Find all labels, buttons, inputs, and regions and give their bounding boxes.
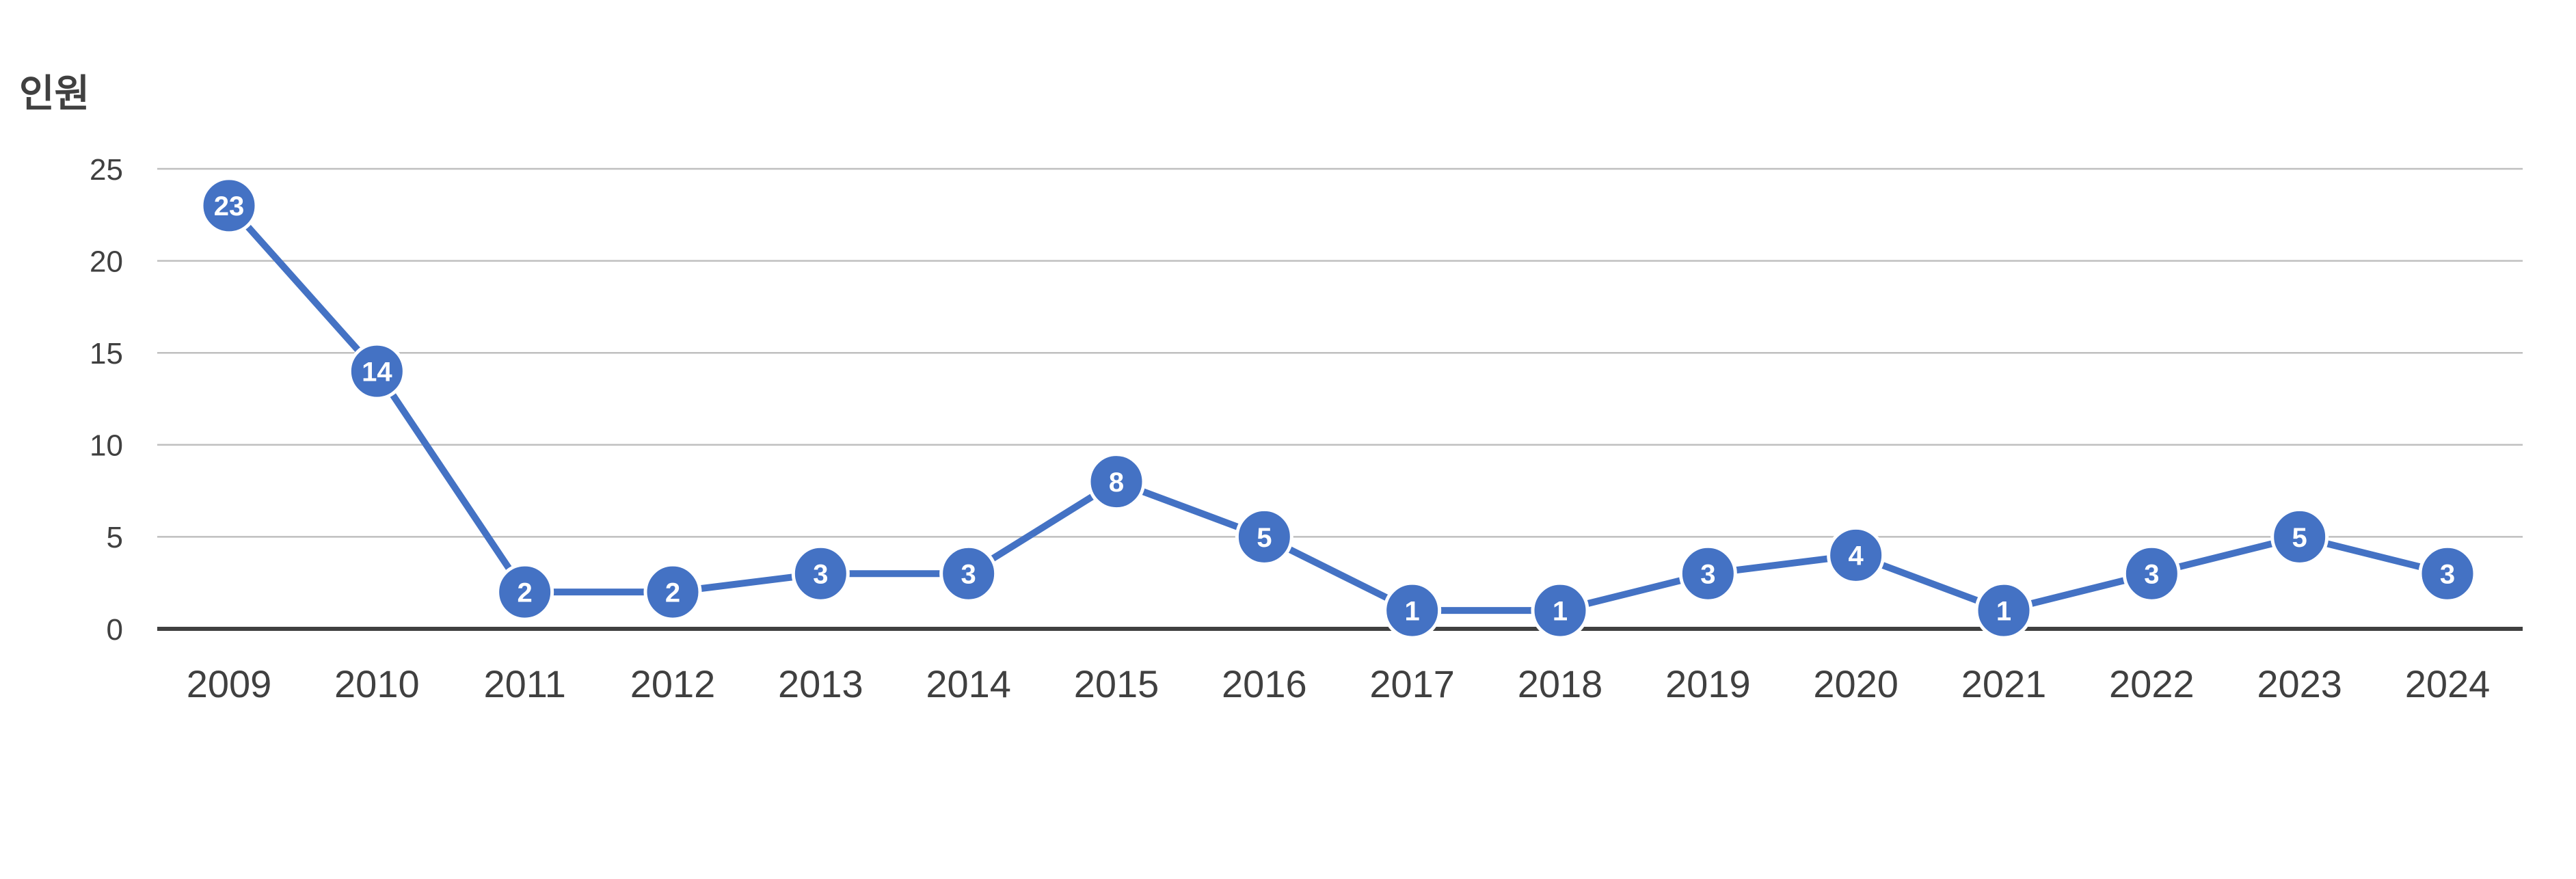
- data-point-marker: [1235, 507, 1293, 566]
- data-label: 2: [665, 578, 680, 608]
- y-tick-label: 10: [90, 429, 123, 463]
- series-line: [226, 202, 2451, 614]
- data-label: 3: [2440, 560, 2455, 590]
- data-point-marker: [1974, 581, 2033, 640]
- x-tick-label: 2018: [1518, 662, 1603, 705]
- data-label: 1: [1553, 596, 1568, 626]
- x-tick-label: 2016: [1222, 662, 1307, 705]
- data-label: 23: [214, 191, 245, 221]
- data-label: 2: [518, 578, 533, 608]
- data-label: 3: [813, 560, 828, 590]
- data-label: 8: [1109, 468, 1124, 498]
- data-point-marker: [347, 342, 406, 401]
- y-tick-label: 20: [90, 245, 123, 278]
- x-tick-label: 2022: [2109, 662, 2195, 705]
- x-tick-label: 2012: [630, 662, 716, 705]
- data-point-marker: [1383, 581, 1442, 640]
- data-point-marker: [1531, 581, 1589, 640]
- data-point-marker: [1087, 452, 1146, 511]
- data-label: 3: [961, 560, 976, 590]
- y-tick-label: 25: [90, 153, 123, 187]
- data-point-marker: [643, 563, 702, 621]
- data-label: 1: [1996, 596, 2011, 626]
- data-point-marker: [791, 544, 850, 603]
- data-point-marker: [2418, 544, 2477, 603]
- data-label: 14: [362, 357, 392, 388]
- x-tick-label: 2011: [483, 662, 565, 705]
- data-label: 4: [1849, 541, 1864, 571]
- y-tick-label: 0: [107, 613, 123, 647]
- data-point-marker: [496, 563, 554, 621]
- x-tick-label: 2017: [1369, 662, 1455, 705]
- x-tick-label: 2023: [2257, 662, 2342, 705]
- x-tick-label: 2010: [334, 662, 420, 705]
- data-label: 3: [2144, 560, 2159, 590]
- x-tick-label: 2014: [926, 662, 1011, 705]
- y-axis-unit-label: 인원: [19, 72, 90, 116]
- data-label: 1: [1405, 596, 1420, 626]
- x-tick-label: 2024: [2405, 662, 2491, 705]
- data-point-marker: [2270, 507, 2329, 566]
- data-label: 3: [1700, 560, 1715, 590]
- x-tick-label: 2021: [1961, 662, 2047, 705]
- data-point-marker: [939, 544, 998, 603]
- x-tick-label: 2013: [778, 662, 863, 705]
- x-tick-label: 2020: [1813, 662, 1899, 705]
- data-label: 5: [2292, 523, 2307, 553]
- y-tick-label: 15: [90, 337, 123, 370]
- data-point-marker: [1827, 526, 1886, 584]
- x-tick-label: 2009: [187, 662, 272, 705]
- data-label: 5: [1257, 523, 1272, 553]
- x-tick-label: 2015: [1074, 662, 1159, 705]
- data-point-marker: [200, 176, 258, 235]
- data-point-marker: [1678, 544, 1737, 603]
- x-tick-label: 2019: [1665, 662, 1751, 705]
- data-point-marker: [2122, 544, 2181, 603]
- y-tick-label: 5: [107, 521, 123, 554]
